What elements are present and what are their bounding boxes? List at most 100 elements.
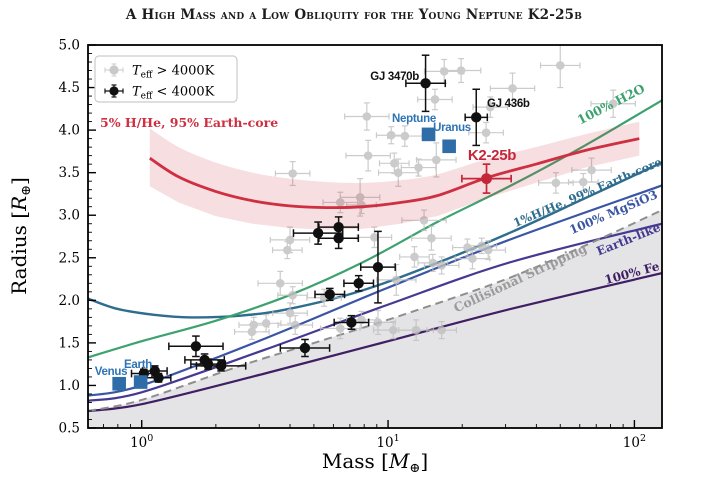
data-point <box>370 233 379 242</box>
data-point <box>481 128 491 137</box>
data-point <box>285 308 295 318</box>
data-point <box>336 324 345 333</box>
data-point <box>386 130 396 140</box>
curve-hhe1 <box>88 161 662 319</box>
data-point <box>353 278 364 289</box>
data-point <box>372 261 384 273</box>
data-point <box>288 169 297 178</box>
data-point <box>430 95 440 104</box>
data-point <box>333 233 344 244</box>
data-point <box>414 163 423 172</box>
gray-point-marker <box>109 65 119 75</box>
data-point <box>485 102 495 112</box>
data-point <box>288 290 297 300</box>
data-point <box>439 67 449 76</box>
k2-25b-point <box>461 163 513 194</box>
solar-system-squares <box>112 127 456 391</box>
label-gj-3470b: GJ 3470b <box>370 71 419 83</box>
data-point <box>333 221 344 233</box>
red-model-curve <box>149 137 640 210</box>
curve-fe <box>88 272 662 413</box>
data-point <box>249 320 259 330</box>
label-earth: Earth <box>124 359 152 371</box>
square-uranus <box>442 139 456 154</box>
data-point <box>437 325 446 335</box>
data-point <box>410 252 419 262</box>
data-point <box>483 245 493 255</box>
black-point-marker <box>109 86 119 96</box>
data-point <box>411 325 421 335</box>
curve-collisional-stripping <box>88 209 662 412</box>
axes-frame <box>87 44 663 429</box>
y-tick-label: 2.0 <box>59 293 80 309</box>
x-tick-label: 101 <box>376 433 399 451</box>
data-point <box>427 233 436 243</box>
data-point <box>419 216 429 225</box>
square-neptune <box>421 127 436 142</box>
label-neptune: Neptune <box>392 113 436 125</box>
ticks <box>88 44 636 429</box>
data-point <box>346 317 357 328</box>
data-point <box>362 112 372 121</box>
data-point <box>456 66 466 75</box>
data-point <box>261 319 271 328</box>
label-k2-25b: K2-25b <box>468 147 516 164</box>
data-point <box>587 165 596 175</box>
data-point <box>290 320 300 330</box>
x-tick-label: 102 <box>623 433 646 451</box>
stripped-region <box>88 210 662 428</box>
data-point <box>551 178 561 188</box>
data-point <box>555 61 565 70</box>
plot-area <box>88 45 662 428</box>
data-point <box>471 112 482 123</box>
data-point <box>508 84 517 93</box>
y-tick-label: 2.5 <box>59 250 80 266</box>
data-point <box>190 341 202 352</box>
data-point <box>481 173 492 185</box>
label-venus: Venus <box>95 366 127 378</box>
data-point <box>153 372 164 383</box>
legend-label: Teff > 4000K <box>132 64 215 81</box>
data-point <box>391 275 401 285</box>
x-axis-label: Mass [M⊕] <box>322 449 428 476</box>
data-point <box>355 193 365 202</box>
data-point <box>468 254 477 263</box>
data-point <box>389 159 399 168</box>
data-point <box>393 168 403 177</box>
data-point <box>388 325 398 335</box>
data-point <box>477 241 487 251</box>
data-point <box>202 358 214 370</box>
y-tick-label: 1.5 <box>59 335 80 351</box>
y-axis-label: Radius [R⊕] <box>7 177 34 295</box>
data-point <box>420 78 431 89</box>
y-tick-label: 4.5 <box>59 80 80 96</box>
y-tick-label: 3.0 <box>59 208 80 224</box>
data-point <box>578 177 588 187</box>
label-uranus: Uranus <box>433 122 471 134</box>
legend-label: Teff < 4000K <box>132 85 215 102</box>
figure-title: A High Mass and a Low Obliquity for the … <box>125 7 583 23</box>
data-point <box>373 318 383 327</box>
square-venus <box>112 376 126 391</box>
data-point <box>608 99 618 109</box>
data-point <box>336 198 345 207</box>
data-point <box>215 360 227 372</box>
gray-points <box>234 45 636 341</box>
data-point <box>312 227 324 239</box>
y-tick-label: 4.0 <box>59 123 80 139</box>
label-gj-436b: GJ 436b <box>487 98 530 110</box>
legend: Teff > 4000K Teff < 4000K <box>94 55 238 103</box>
data-point <box>283 245 292 255</box>
data-point <box>432 155 441 165</box>
data-point <box>299 342 311 354</box>
y-tick-label: 0.5 <box>59 421 80 437</box>
y-tick-label: 1.0 <box>59 378 80 394</box>
data-point <box>428 258 438 268</box>
data-point <box>400 131 410 141</box>
label-h2o: 100% H2O <box>575 81 648 128</box>
data-point <box>363 151 373 160</box>
square-earth <box>133 375 148 389</box>
data-point <box>275 279 285 288</box>
label-red-model: 5% H/He, 95% Earth-core <box>100 115 278 130</box>
